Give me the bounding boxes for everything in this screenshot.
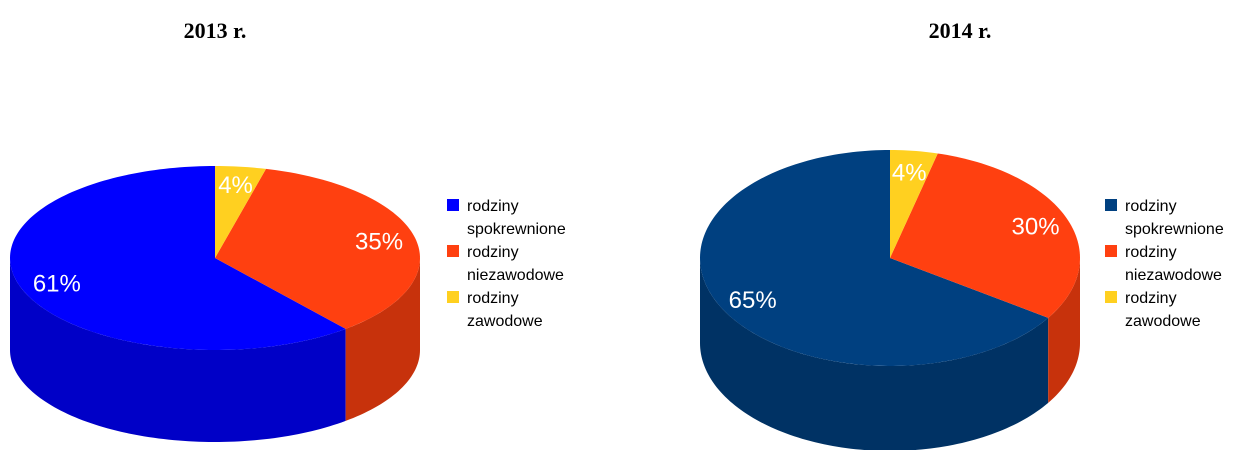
legend-item: rodziny niezawodowe — [447, 241, 564, 287]
legend-label: rodziny spokrewnione — [467, 198, 566, 238]
chart-title: 2013 r. — [184, 18, 247, 43]
legend-label: rodziny zawodowe — [467, 290, 543, 330]
legend-item: rodziny niezawodowe — [1105, 241, 1222, 287]
legend-item: rodziny spokrewnione — [1105, 195, 1224, 241]
slice — [890, 153, 1080, 318]
legend-label: rodziny niezawodowe — [1125, 244, 1222, 284]
chart-title: 2014 r. — [929, 18, 992, 43]
legend-swatch — [447, 245, 459, 257]
data-label: 30% — [1012, 213, 1060, 240]
legend-label: rodziny niezawodowe — [467, 244, 564, 284]
slice — [890, 150, 938, 258]
data-label: 4% — [892, 159, 927, 186]
legend-label: rodziny zawodowe — [1125, 290, 1201, 330]
legend-item: rodziny zawodowe — [1105, 287, 1201, 333]
slice — [215, 166, 266, 258]
slice — [215, 168, 420, 329]
legend-swatch — [1105, 245, 1117, 257]
slice-side — [345, 258, 420, 421]
slice — [700, 150, 1049, 366]
legend-item: rodziny spokrewnione — [447, 195, 566, 241]
legend-swatch — [447, 291, 459, 303]
legend-swatch — [447, 199, 459, 211]
legend: rodziny spokrewnione rodziny niezawodowe r… — [1105, 195, 1230, 333]
legend: rodziny spokrewnione rodziny niezawodowe r… — [447, 195, 572, 333]
data-label: 35% — [355, 229, 403, 256]
slice-side — [700, 258, 1049, 450]
slice-side — [10, 258, 346, 442]
data-label: 61% — [33, 271, 81, 298]
slice — [10, 166, 346, 350]
legend-label: rodziny spokrewnione — [1125, 198, 1224, 238]
data-label: 4% — [218, 172, 253, 199]
slice-side — [1048, 258, 1080, 403]
legend-swatch — [1105, 291, 1117, 303]
data-label: 65% — [729, 287, 777, 314]
legend-swatch — [1105, 199, 1117, 211]
legend-item: rodziny zawodowe — [447, 287, 543, 333]
